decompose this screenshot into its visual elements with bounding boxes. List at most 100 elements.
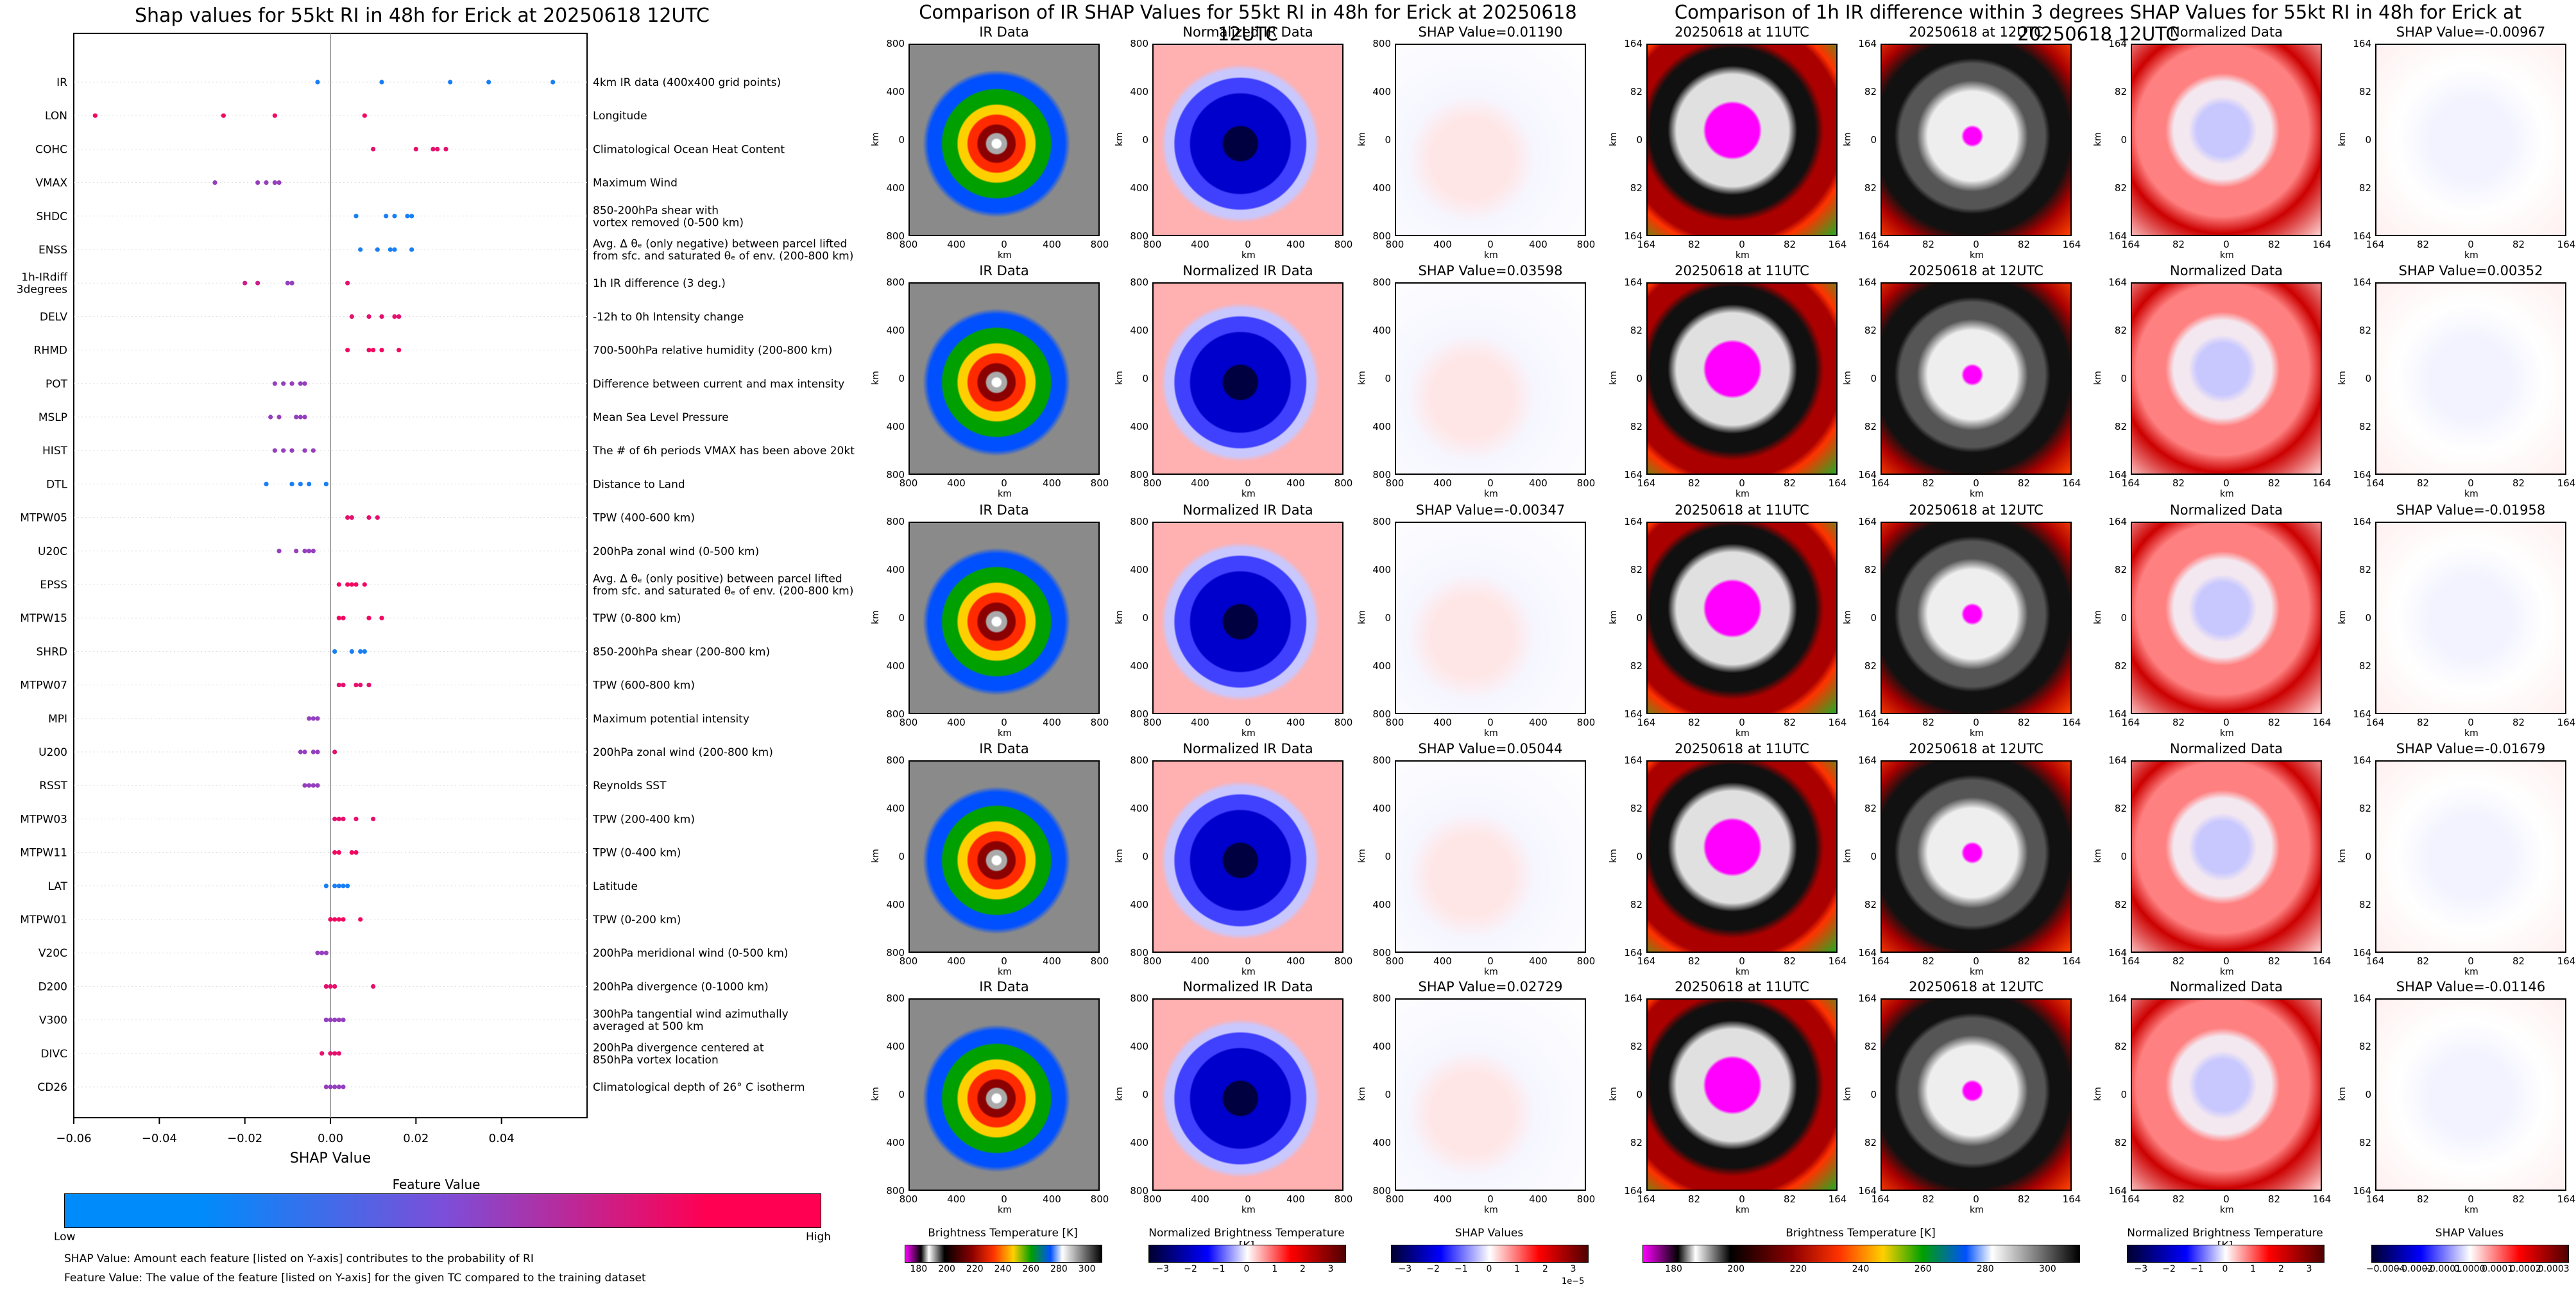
- shap-point: [397, 348, 402, 353]
- x-tick-label: 0: [2223, 1193, 2230, 1205]
- colorbar-tick-label: 0.0002: [2509, 1264, 2541, 1274]
- feature-description: 850-200hPa shear with vortex removed (0-5…: [593, 204, 744, 229]
- shap-point: [320, 950, 325, 955]
- shap-point: [315, 80, 320, 85]
- shap-point: [349, 649, 354, 654]
- x-axis-unit: km: [1241, 489, 1256, 499]
- shap-point: [431, 146, 436, 151]
- feature-label-lat: LAT: [47, 880, 67, 893]
- panel-title: 20250618 at 12UTC: [1909, 502, 2043, 518]
- x-tick-label: 82: [2512, 477, 2525, 489]
- shap-point: [315, 716, 320, 721]
- y-tick-label: 800: [1130, 755, 1148, 766]
- x-axis-unit: km: [998, 489, 1012, 499]
- y-tick-label: 400: [1372, 899, 1391, 910]
- y-tick-label: 0: [1870, 851, 1877, 862]
- x-axis-unit: km: [1970, 728, 1984, 738]
- shap-point: [392, 214, 397, 219]
- y-axis-unit: km: [2337, 132, 2348, 146]
- shap-point: [388, 247, 393, 252]
- y-tick-label: 82: [2358, 660, 2371, 672]
- colorbar-tick-label: 240: [1852, 1264, 1870, 1274]
- shap-point: [358, 649, 363, 654]
- colorbar-label: SHAP Values: [1454, 1227, 1524, 1240]
- shap-point: [354, 850, 359, 855]
- x-tick-label: 400: [1286, 1193, 1305, 1205]
- y-axis-unit: km: [2092, 849, 2103, 863]
- x-tick-label: 0: [2223, 239, 2230, 250]
- shap-point: [397, 314, 402, 319]
- y-tick-label: 82: [1630, 1137, 1642, 1148]
- y-tick-label: 0: [1870, 612, 1877, 624]
- y-tick-label: 164: [2108, 755, 2127, 766]
- shap-point: [366, 314, 371, 319]
- y-tick-label: 0: [1385, 851, 1391, 862]
- shap-point: [358, 247, 363, 252]
- feature-value-note: Feature Value: The value of the feature …: [64, 1272, 646, 1285]
- normalized-ir-heatmap: [1152, 760, 1343, 953]
- y-tick-label: 400: [886, 421, 905, 432]
- y-axis-unit: km: [870, 132, 881, 146]
- x-tick-label: 82: [1687, 1193, 1701, 1205]
- y-tick-label: 82: [1630, 660, 1642, 672]
- shap-point: [255, 280, 260, 286]
- x-tick-label: 0: [2223, 955, 2230, 967]
- y-tick-label: 400: [1130, 1041, 1148, 1052]
- y-tick-label: 82: [1864, 660, 1877, 672]
- y-tick-label: 400: [1130, 182, 1148, 194]
- y-axis-unit: km: [2092, 132, 2103, 146]
- feature-value-colorbar-title: Feature Value: [392, 1177, 481, 1192]
- x-tick-label: 164: [1637, 239, 1656, 250]
- x-tick-label: 164: [2557, 1193, 2576, 1205]
- x-tick-label: 164: [2062, 1193, 2081, 1205]
- y-tick-label: 400: [1372, 1041, 1391, 1052]
- y-tick-label: 82: [1630, 182, 1642, 194]
- colorbar-tick-label: 1: [2250, 1264, 2256, 1274]
- x-tick-label: 800: [1385, 1193, 1404, 1205]
- panel-title: Normalized Data: [2170, 24, 2283, 40]
- normalized-ir-heatmap: [1152, 282, 1343, 475]
- feature-label-cd26: CD26: [37, 1081, 67, 1094]
- x-tick-label: 400: [947, 1193, 966, 1205]
- x-tick-label: 164: [2062, 955, 2081, 967]
- y-tick-label: 800: [1372, 993, 1391, 1004]
- x-tick-label: 0: [1245, 1193, 1251, 1205]
- x-tick-label: 164: [2062, 239, 2081, 250]
- diff-shap-heatmap: [2375, 760, 2566, 953]
- y-axis-unit: km: [1608, 371, 1619, 385]
- y-tick-label: 82: [2114, 899, 2127, 910]
- y-tick-label: 164: [2353, 1185, 2371, 1197]
- y-tick-label: 0: [1636, 851, 1642, 862]
- y-tick-label: 82: [2358, 899, 2371, 910]
- ir-data-heatmap: [908, 998, 1100, 1191]
- ir-data-heatmap: [908, 282, 1100, 475]
- shap-point: [341, 816, 346, 821]
- y-tick-label: 82: [1864, 86, 1877, 98]
- x-tick-label: 800: [1576, 477, 1596, 489]
- x-axis-unit: km: [1970, 1205, 1984, 1215]
- x-tick-label: 0: [1487, 717, 1494, 728]
- x-tick-label: 800: [1385, 239, 1404, 250]
- shap-point: [212, 180, 218, 185]
- diff-shap-heatmap: [2375, 998, 2566, 1191]
- x-tick-label: 0: [1973, 1193, 1979, 1205]
- x-tick-label: 800: [899, 239, 918, 250]
- x-axis-unit: km: [2464, 250, 2478, 260]
- panel-title: SHAP Value=-0.01958: [2396, 502, 2546, 518]
- shap-point: [435, 146, 440, 151]
- shap-point: [371, 146, 376, 151]
- y-tick-label: 82: [1864, 1041, 1877, 1052]
- x-tick-label: 82: [1783, 717, 1796, 728]
- panel-title: Normalized Data: [2170, 979, 2283, 994]
- x-axis-unit: km: [2220, 967, 2234, 977]
- ir-11utc-heatmap: [1646, 760, 1838, 953]
- y-tick-label: 0: [898, 373, 905, 384]
- y-axis-unit: km: [870, 371, 881, 385]
- y-tick-label: 82: [1630, 325, 1642, 336]
- y-tick-label: 164: [1858, 516, 1877, 527]
- colorbar-tick-label: 220: [966, 1264, 984, 1274]
- shap-point: [323, 950, 328, 955]
- ir-shap-heatmap: [1395, 282, 1586, 475]
- x-tick-label: 82: [2172, 717, 2185, 728]
- x-axis-unit: km: [1484, 489, 1498, 499]
